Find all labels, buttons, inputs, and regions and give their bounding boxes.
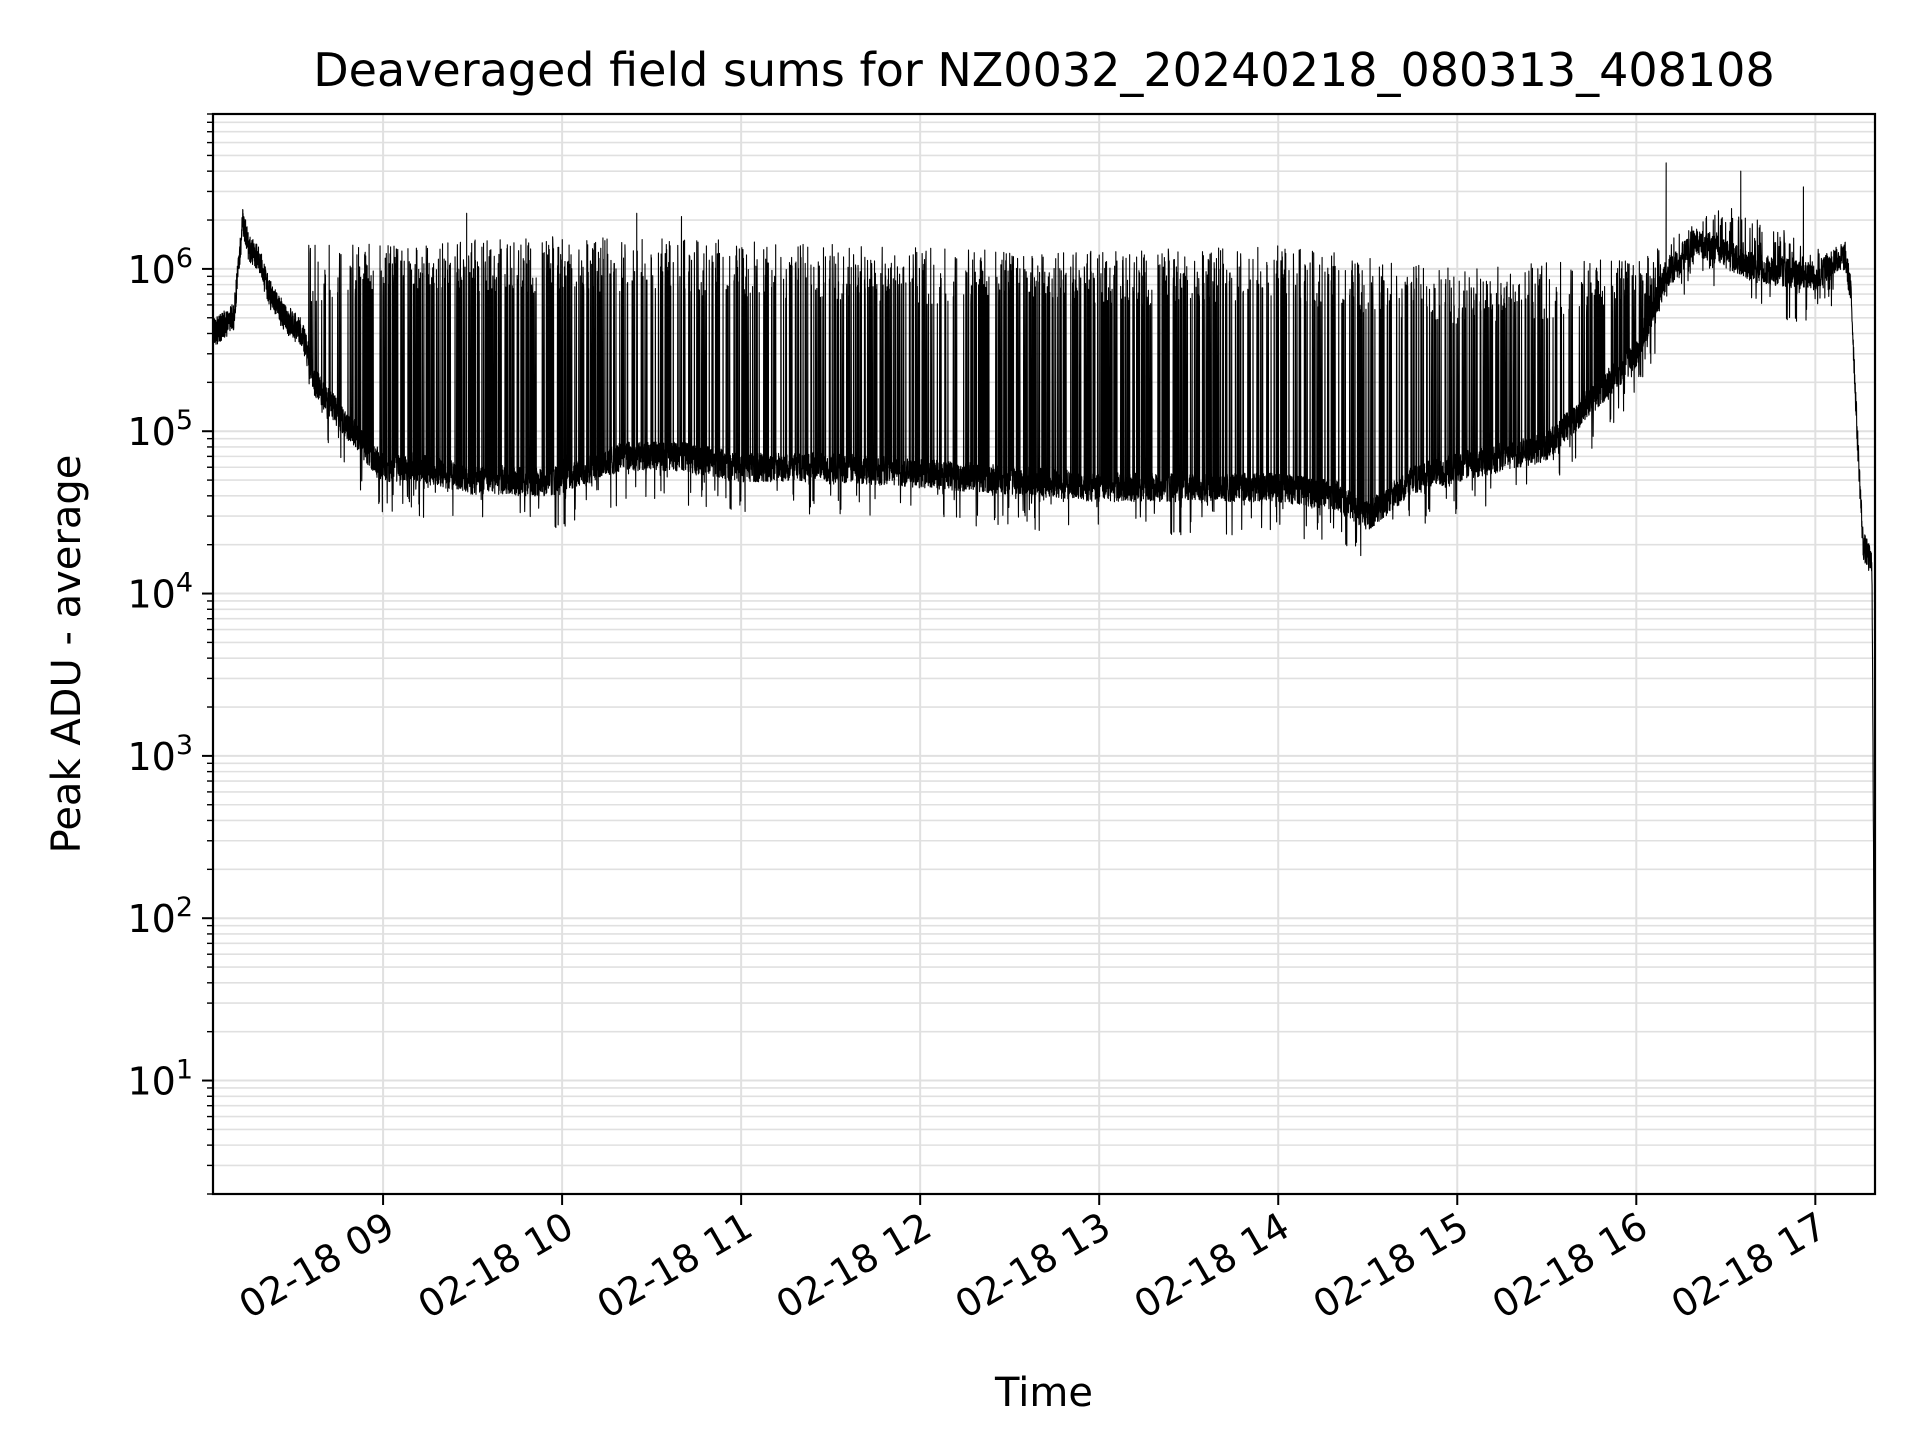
gridlines <box>213 113 1875 1195</box>
y-tick-exponent: 2 <box>176 892 193 923</box>
x-axis-label: Time <box>994 1370 1093 1416</box>
y-tick-exponent: 4 <box>176 568 193 599</box>
plot-area <box>212 162 1876 1147</box>
y-tick-base: 10 <box>127 248 175 292</box>
y-tick-exponent: 3 <box>176 730 193 761</box>
y-tick-base: 10 <box>127 735 175 779</box>
y-tick-base: 10 <box>127 573 175 617</box>
y-tick-base: 10 <box>127 1060 175 1104</box>
y-tick-label: 101 <box>127 1055 193 1104</box>
plot-frame <box>211 112 1877 1196</box>
y-tick-base: 10 <box>127 410 175 454</box>
y-tick-label: 104 <box>127 568 193 617</box>
chart-title: Deaveraged field sums for NZ0032_2024021… <box>313 43 1774 97</box>
y-tick-exponent: 1 <box>176 1055 193 1086</box>
series-line <box>212 162 1876 1147</box>
y-tick-exponent: 6 <box>176 243 193 274</box>
y-tick-exponent: 5 <box>176 405 193 436</box>
y-tick-label: 102 <box>127 892 193 941</box>
y-tick-label: 105 <box>127 405 193 454</box>
y-tick-label: 106 <box>127 243 193 292</box>
y-tick-base: 10 <box>127 897 175 941</box>
y-axis-label: Peak ADU - average <box>44 455 90 854</box>
y-tick-label: 103 <box>127 730 193 779</box>
